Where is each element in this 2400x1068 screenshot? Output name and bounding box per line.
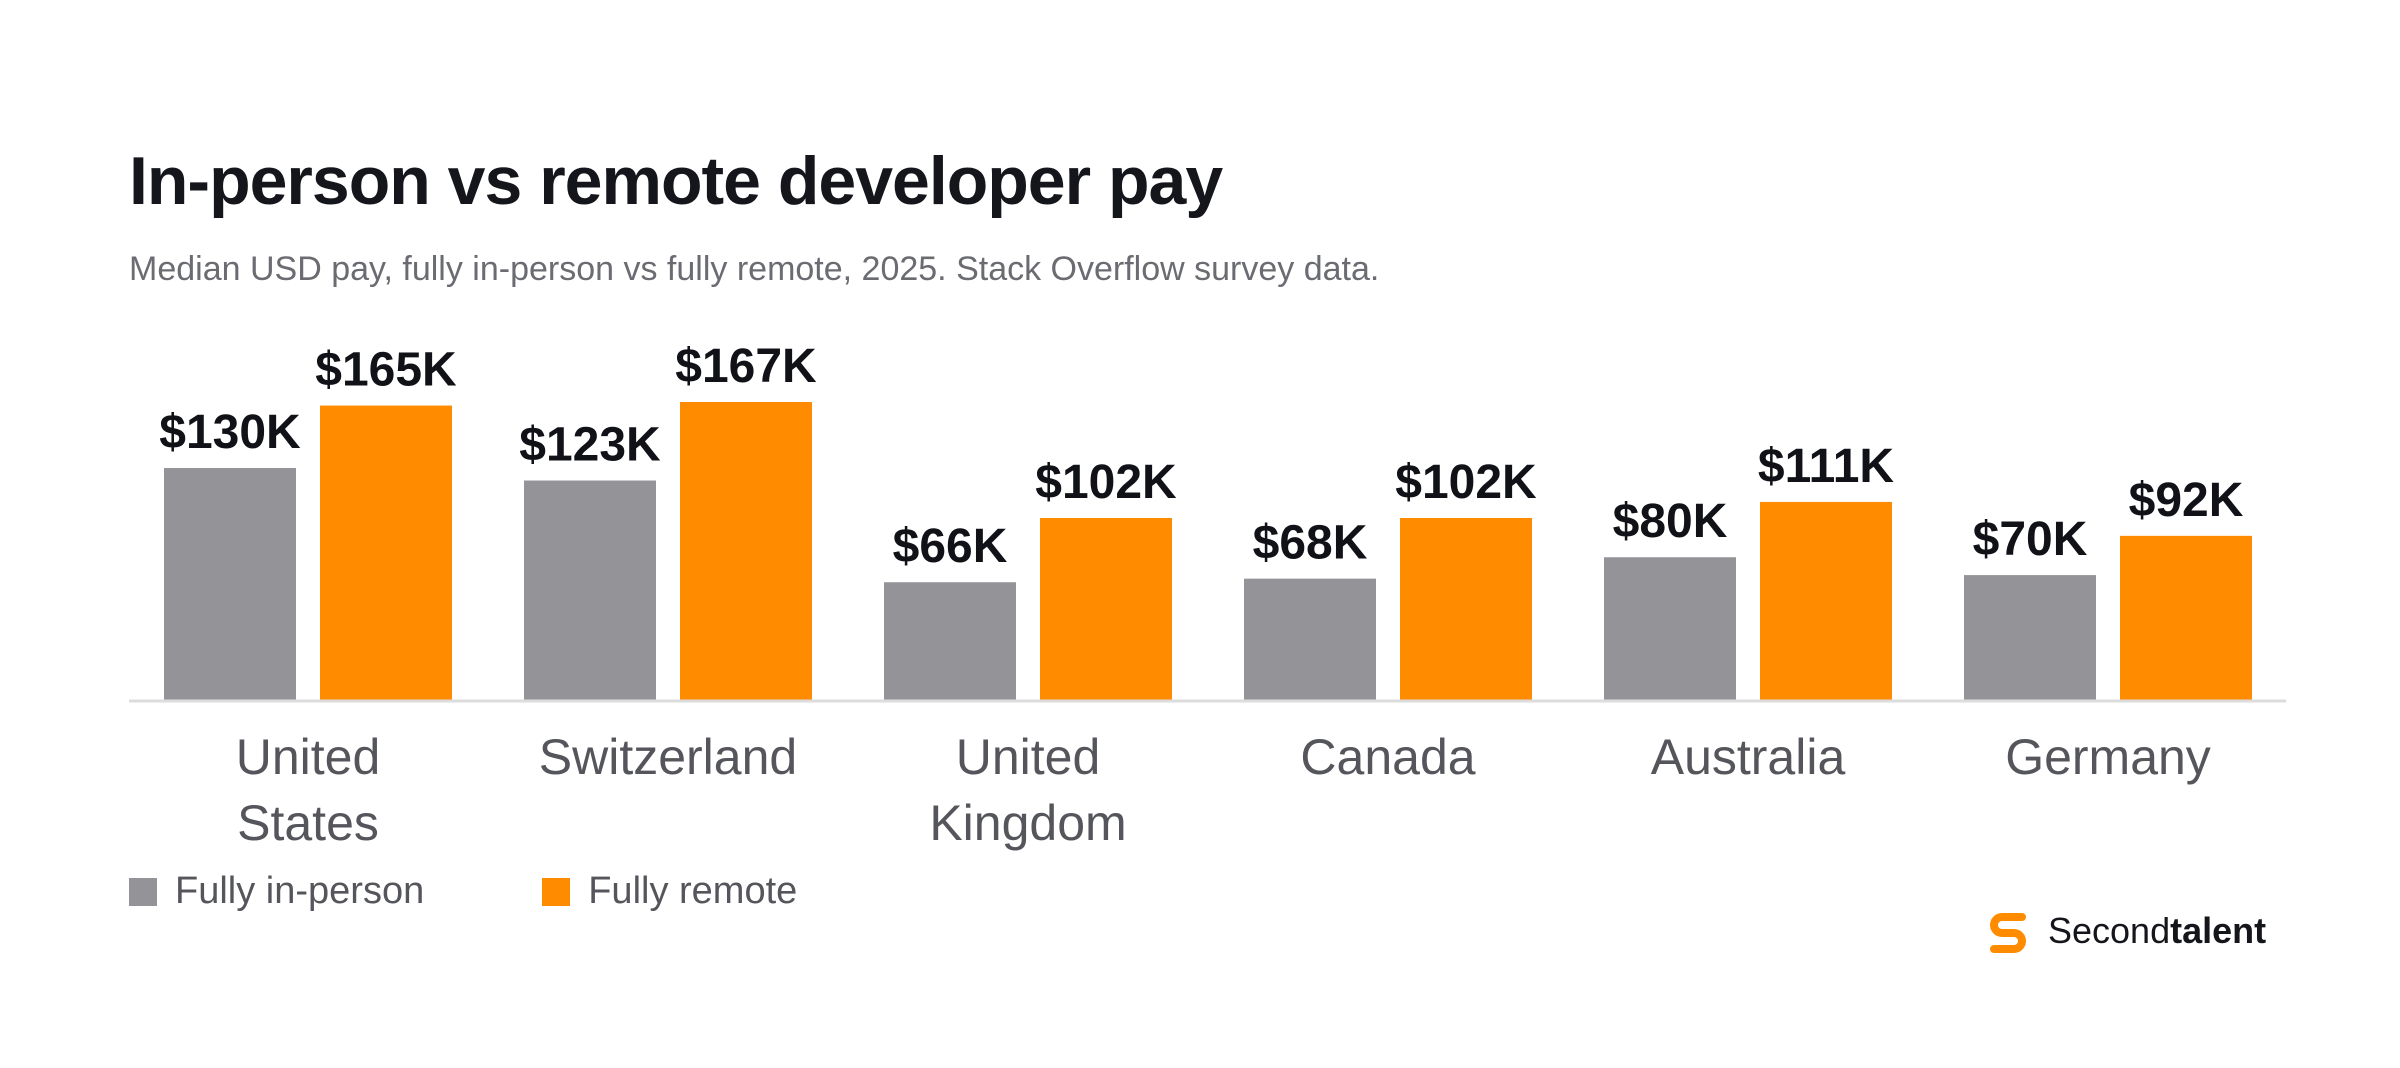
category-label-canada: Canada <box>1300 729 1475 785</box>
bar-remote-germany <box>2120 535 2252 700</box>
category-label-australia: Australia <box>1651 729 1846 785</box>
bar-in-person-canada <box>1244 578 1376 700</box>
data-label-remote-australia: $111K <box>1758 440 1894 493</box>
bar-in-person-united-kingdom <box>884 582 1016 700</box>
data-label-remote-germany: $92K <box>2129 474 2244 527</box>
bar-remote-switzerland <box>680 402 812 700</box>
data-label-in-person-switzerland: $123K <box>519 419 661 472</box>
legend-label-in-person: Fully in-person <box>175 870 425 912</box>
brand-logo: Secondtalent <box>1982 905 2266 957</box>
data-label-in-person-germany: $70K <box>1973 513 2088 566</box>
data-label-remote-switzerland: $167K <box>675 340 817 393</box>
brand-name-bold: talent <box>2170 910 2267 951</box>
bar-remote-australia <box>1760 501 1892 700</box>
data-label-in-person-united-kingdom: $66K <box>893 520 1008 573</box>
bar-remote-united-states <box>320 405 452 700</box>
data-label-in-person-united-states: $130K <box>159 406 301 459</box>
legend: Fully in-person Fully remote <box>129 870 915 913</box>
bar-remote-canada <box>1400 517 1532 700</box>
legend-item-remote: Fully remote <box>542 870 797 913</box>
bar-in-person-germany <box>1964 575 2096 700</box>
legend-item-in-person: Fully in-person <box>129 870 424 913</box>
data-label-remote-united-kingdom: $102K <box>1035 456 1177 509</box>
brand-name: Secondtalent <box>2048 910 2266 952</box>
category-label-switzerland: Switzerland <box>539 729 797 785</box>
bar-remote-united-kingdom <box>1040 517 1172 700</box>
bar-in-person-switzerland <box>524 480 656 700</box>
chart-subtitle: Median USD pay, fully in-person vs fully… <box>129 250 1380 288</box>
data-label-in-person-australia: $80K <box>1613 495 1728 548</box>
chart-title: In-person vs remote developer pay <box>129 143 1223 219</box>
secondtalent-s-icon <box>1990 913 2026 953</box>
data-label-in-person-canada: $68K <box>1253 517 1368 570</box>
bar-in-person-australia <box>1604 557 1736 700</box>
brand-name-regular: Second <box>2048 910 2171 951</box>
data-label-remote-canada: $102K <box>1395 456 1537 509</box>
legend-swatch-remote <box>542 877 571 906</box>
category-label-germany: Germany <box>2005 729 2211 785</box>
category-label-united-states: United States <box>236 729 381 851</box>
category-label-united-kingdom: United Kingdom <box>929 729 1126 851</box>
data-label-remote-united-states: $165K <box>315 344 457 397</box>
legend-label-remote: Fully remote <box>588 870 798 912</box>
legend-swatch-in-person <box>129 877 157 906</box>
bar-in-person-united-states <box>164 468 296 700</box>
